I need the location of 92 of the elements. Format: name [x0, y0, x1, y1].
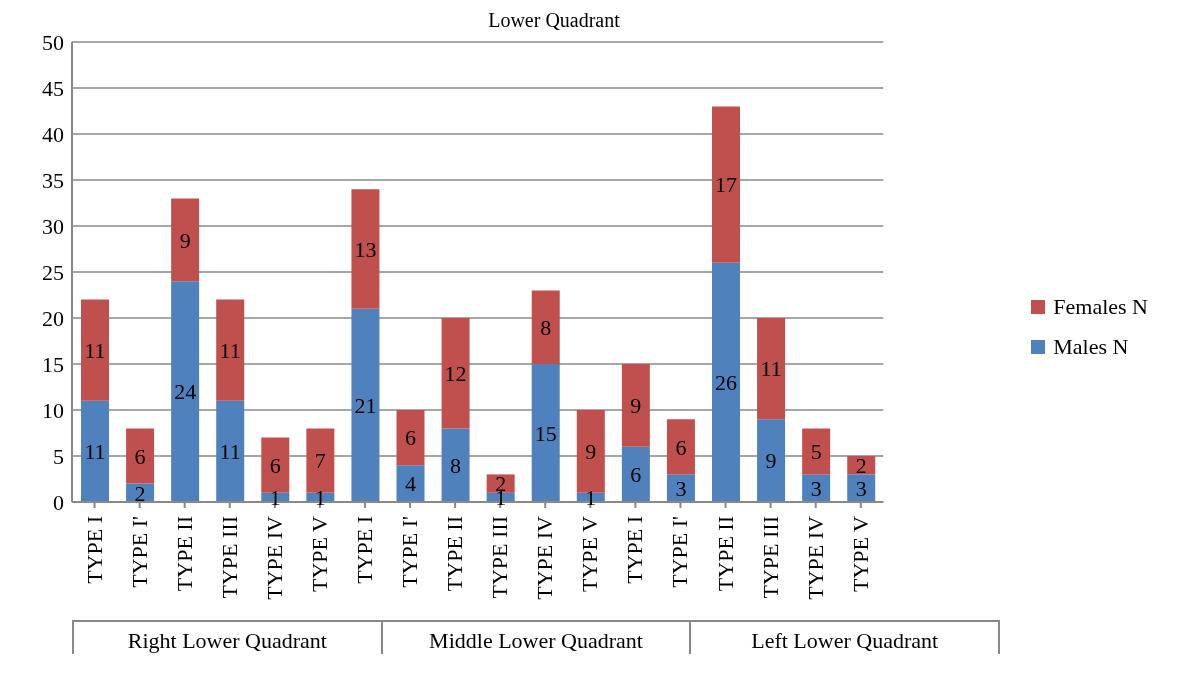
- data-label: 26: [715, 370, 738, 396]
- data-label: 8: [540, 315, 552, 341]
- y-tick-label: 15: [42, 351, 64, 377]
- x-tick-label: TYPE I: [81, 516, 107, 584]
- data-label: 9: [630, 393, 642, 419]
- data-label: 11: [760, 356, 782, 382]
- data-label: 4: [405, 471, 416, 497]
- y-tick-label: 40: [42, 121, 64, 147]
- legend-label: Males N: [1052, 334, 1130, 360]
- bar: [396, 410, 425, 466]
- data-label: 11: [219, 439, 241, 465]
- data-label: 9: [585, 439, 597, 465]
- bar: [81, 400, 109, 502]
- x-tick-label: TYPE II: [712, 516, 738, 592]
- x-tick-label: TYPE IV: [802, 515, 828, 600]
- bar: [306, 428, 335, 493]
- x-tick-label: TYPE IV: [532, 515, 558, 600]
- y-tick-label: 35: [42, 167, 64, 193]
- data-label: 3: [675, 476, 687, 502]
- y-tick-label: 5: [53, 443, 64, 469]
- data-label: 11: [84, 338, 106, 364]
- bar: [712, 106, 741, 263]
- x-tick-label: TYPE IV: [261, 515, 287, 600]
- data-label: 2: [134, 480, 146, 506]
- data-label: 24: [174, 379, 197, 405]
- data-label: 6: [134, 443, 146, 469]
- bar: [757, 419, 786, 502]
- x-tick-label: TYPE V: [847, 515, 873, 592]
- y-tick-label: 10: [42, 397, 64, 423]
- data-label: 12: [444, 361, 467, 387]
- data-label: 6: [269, 453, 281, 479]
- data-label: 5: [810, 439, 822, 465]
- x-tick-label: TYPE I': [397, 515, 423, 588]
- x-tick-label: TYPE V: [577, 515, 603, 592]
- bar: [621, 364, 650, 447]
- y-tick-label: 0: [53, 489, 64, 515]
- bar: [216, 400, 245, 502]
- x-tick-label: TYPE V: [306, 515, 332, 592]
- x-tick-label: TYPE II: [171, 516, 197, 592]
- y-tick-label: 20: [42, 305, 64, 331]
- text: Left Lower Quadrant: [689, 622, 1001, 654]
- bar: [351, 189, 380, 309]
- bar: [351, 308, 380, 502]
- legend-label: Females N: [1052, 294, 1148, 320]
- bar: [171, 281, 200, 502]
- data-label: 17: [715, 172, 738, 198]
- x-tick-label: TYPE III: [757, 516, 783, 599]
- y-tick-label: 50: [42, 29, 64, 55]
- data-label: 9: [179, 227, 191, 253]
- data-label: 7: [314, 448, 326, 474]
- bar: [81, 299, 109, 401]
- data-label: 15: [534, 420, 557, 446]
- bar: [712, 262, 741, 502]
- chart-title: Lower Quadrant: [488, 9, 620, 31]
- data-label: 11: [219, 338, 241, 364]
- data-label: 3: [810, 476, 822, 502]
- y-tick-label: 25: [42, 259, 64, 285]
- bar: [396, 465, 425, 502]
- data-label: 6: [405, 425, 416, 451]
- data-label: 9: [765, 448, 777, 474]
- x-tick-label: TYPE II: [442, 516, 468, 592]
- text: Middle Lower Quadrant: [380, 622, 690, 654]
- y-tick-label: 30: [42, 213, 64, 239]
- data-label: 8: [450, 453, 462, 479]
- x-tick-label: TYPE III: [216, 516, 242, 599]
- x-tick-label: TYPE I': [667, 515, 693, 588]
- bar: [441, 318, 470, 429]
- bar: [802, 428, 831, 475]
- data-label: 6: [675, 434, 687, 460]
- x-tick-label: TYPE I: [622, 516, 648, 584]
- bar: [757, 318, 786, 420]
- data-label: 11: [84, 439, 106, 465]
- bar: [441, 428, 470, 502]
- bar: [126, 428, 155, 484]
- bar: [261, 437, 290, 493]
- data-label: 6: [630, 462, 642, 488]
- bar: [171, 198, 200, 282]
- x-tick-label: TYPE I': [126, 515, 152, 588]
- data-label: 2: [855, 453, 867, 479]
- bar: [576, 410, 605, 493]
- bar: [621, 446, 650, 502]
- x-tick-label: TYPE III: [487, 516, 513, 599]
- data-label: 13: [354, 236, 377, 262]
- bar: [531, 290, 560, 364]
- y-tick-label: 45: [42, 75, 64, 101]
- bar: [216, 299, 245, 401]
- bar: [666, 419, 695, 475]
- bar: [531, 364, 560, 502]
- data-label: 3: [855, 476, 867, 502]
- x-tick-label: TYPE I: [351, 516, 377, 584]
- data-label: 21: [354, 393, 377, 419]
- text: Right Lower Quadrant: [72, 622, 381, 654]
